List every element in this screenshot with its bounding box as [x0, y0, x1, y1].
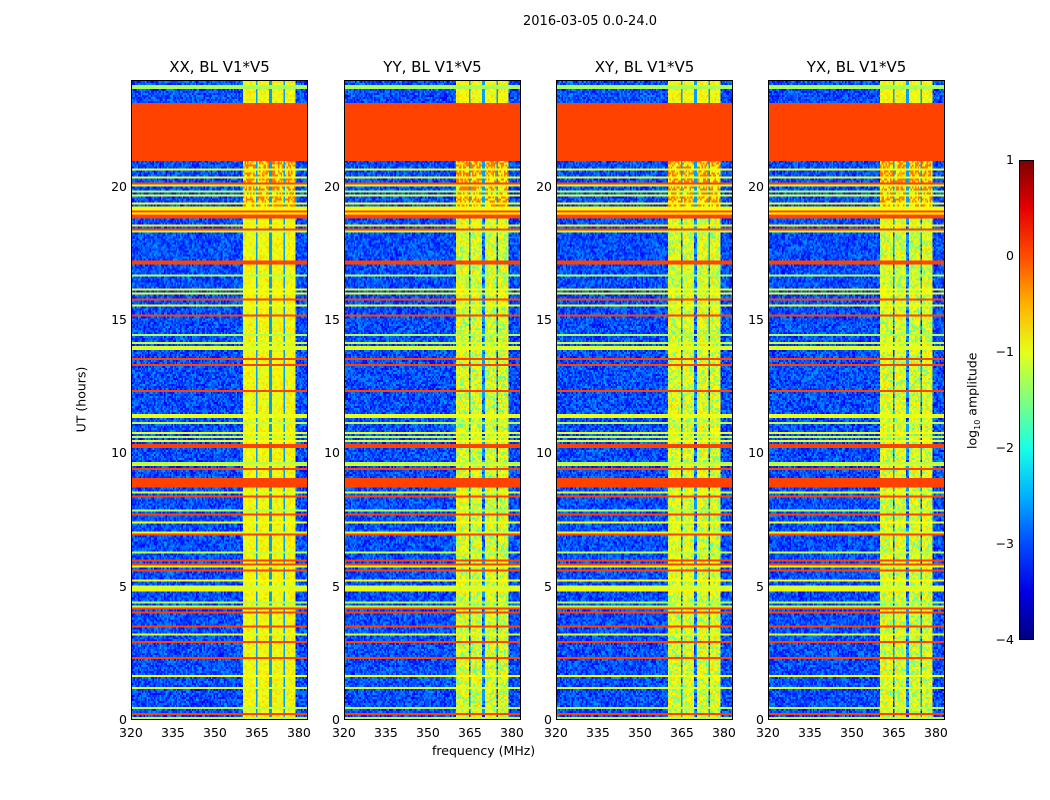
spectrogram-panel — [768, 80, 945, 720]
colorbar-tick-label: −1 — [995, 344, 1014, 359]
y-tick-label: 10 — [536, 445, 552, 461]
y-tick-label: 15 — [111, 312, 127, 327]
y-tick-label: 5 — [756, 578, 764, 594]
y-tick-label: 0 — [544, 712, 552, 727]
y-tick-label: 5 — [544, 578, 552, 594]
y-tick-label: 15 — [324, 312, 340, 327]
colorbar-tick-label: 1 — [1006, 152, 1014, 167]
colorbar-label-main: log — [964, 429, 980, 449]
x-tick-label: 380 — [712, 725, 736, 740]
colorbar-tick-label: −4 — [995, 632, 1014, 647]
panel-title: XY, BL V1*V5 — [594, 58, 695, 76]
x-tick-label: 350 — [416, 725, 440, 740]
x-tick-label: 365 — [458, 725, 482, 740]
spectrogram-panel — [131, 80, 308, 720]
x-tick-label: 350 — [203, 725, 227, 740]
y-tick-label: 5 — [332, 578, 340, 594]
colorbar-label-sub: 10 — [972, 419, 982, 430]
y-tick-label: 5 — [119, 578, 127, 594]
colorbar-label: log10 amplitude — [964, 353, 982, 449]
x-tick-label: 380 — [924, 725, 948, 740]
x-tick-label: 320 — [119, 725, 143, 740]
panel-title: YX, BL V1*V5 — [806, 58, 907, 76]
spectrogram-heatmap — [769, 81, 944, 719]
x-tick-label: 320 — [756, 725, 780, 740]
x-tick-label: 335 — [161, 725, 185, 740]
colorbar-label-rest: amplitude — [964, 352, 980, 420]
spectrogram-panel — [556, 80, 733, 720]
x-tick-label: 380 — [500, 725, 524, 740]
x-tick-label: 365 — [882, 725, 906, 740]
y-tick-label: 10 — [748, 445, 764, 461]
y-tick-label: 20 — [748, 178, 764, 194]
x-tick-label: 335 — [374, 725, 398, 740]
colorbar-tick-label: 0 — [1006, 248, 1014, 263]
x-tick-label: 320 — [544, 725, 568, 740]
spectrogram-heatmap — [345, 81, 520, 719]
figure-title: 2016-03-05 0.0-24.0 — [523, 14, 657, 29]
x-tick-label: 350 — [840, 725, 864, 740]
x-tick-label: 350 — [628, 725, 652, 740]
x-axis-label: frequency (MHz) — [432, 743, 536, 758]
spectrogram-heatmap — [557, 81, 732, 719]
y-tick-label: 10 — [324, 445, 340, 461]
x-tick-label: 335 — [798, 725, 822, 740]
y-tick-label: 0 — [332, 712, 340, 727]
x-tick-label: 320 — [332, 725, 356, 740]
panel-title: XX, BL V1*V5 — [169, 58, 270, 76]
y-tick-label: 10 — [111, 445, 127, 461]
y-axis-label: UT (hours) — [73, 366, 89, 433]
x-tick-label: 335 — [586, 725, 610, 740]
panel-title: YY, BL V1*V5 — [383, 58, 482, 76]
x-tick-label: 380 — [287, 725, 311, 740]
y-tick-label: 0 — [119, 712, 127, 727]
y-tick-label: 20 — [324, 178, 340, 194]
colorbar-tick-label: −2 — [995, 440, 1014, 455]
x-tick-label: 365 — [670, 725, 694, 740]
colorbar — [1019, 160, 1034, 640]
spectrogram-heatmap — [132, 81, 307, 719]
colorbar-tick-label: −3 — [995, 536, 1014, 551]
spectrogram-panel — [344, 80, 521, 720]
y-tick-label: 20 — [536, 178, 552, 194]
x-tick-label: 365 — [245, 725, 269, 740]
y-tick-label: 15 — [536, 312, 552, 327]
y-tick-label: 0 — [756, 712, 764, 727]
y-tick-label: 20 — [111, 178, 127, 194]
y-tick-label: 15 — [748, 312, 764, 327]
